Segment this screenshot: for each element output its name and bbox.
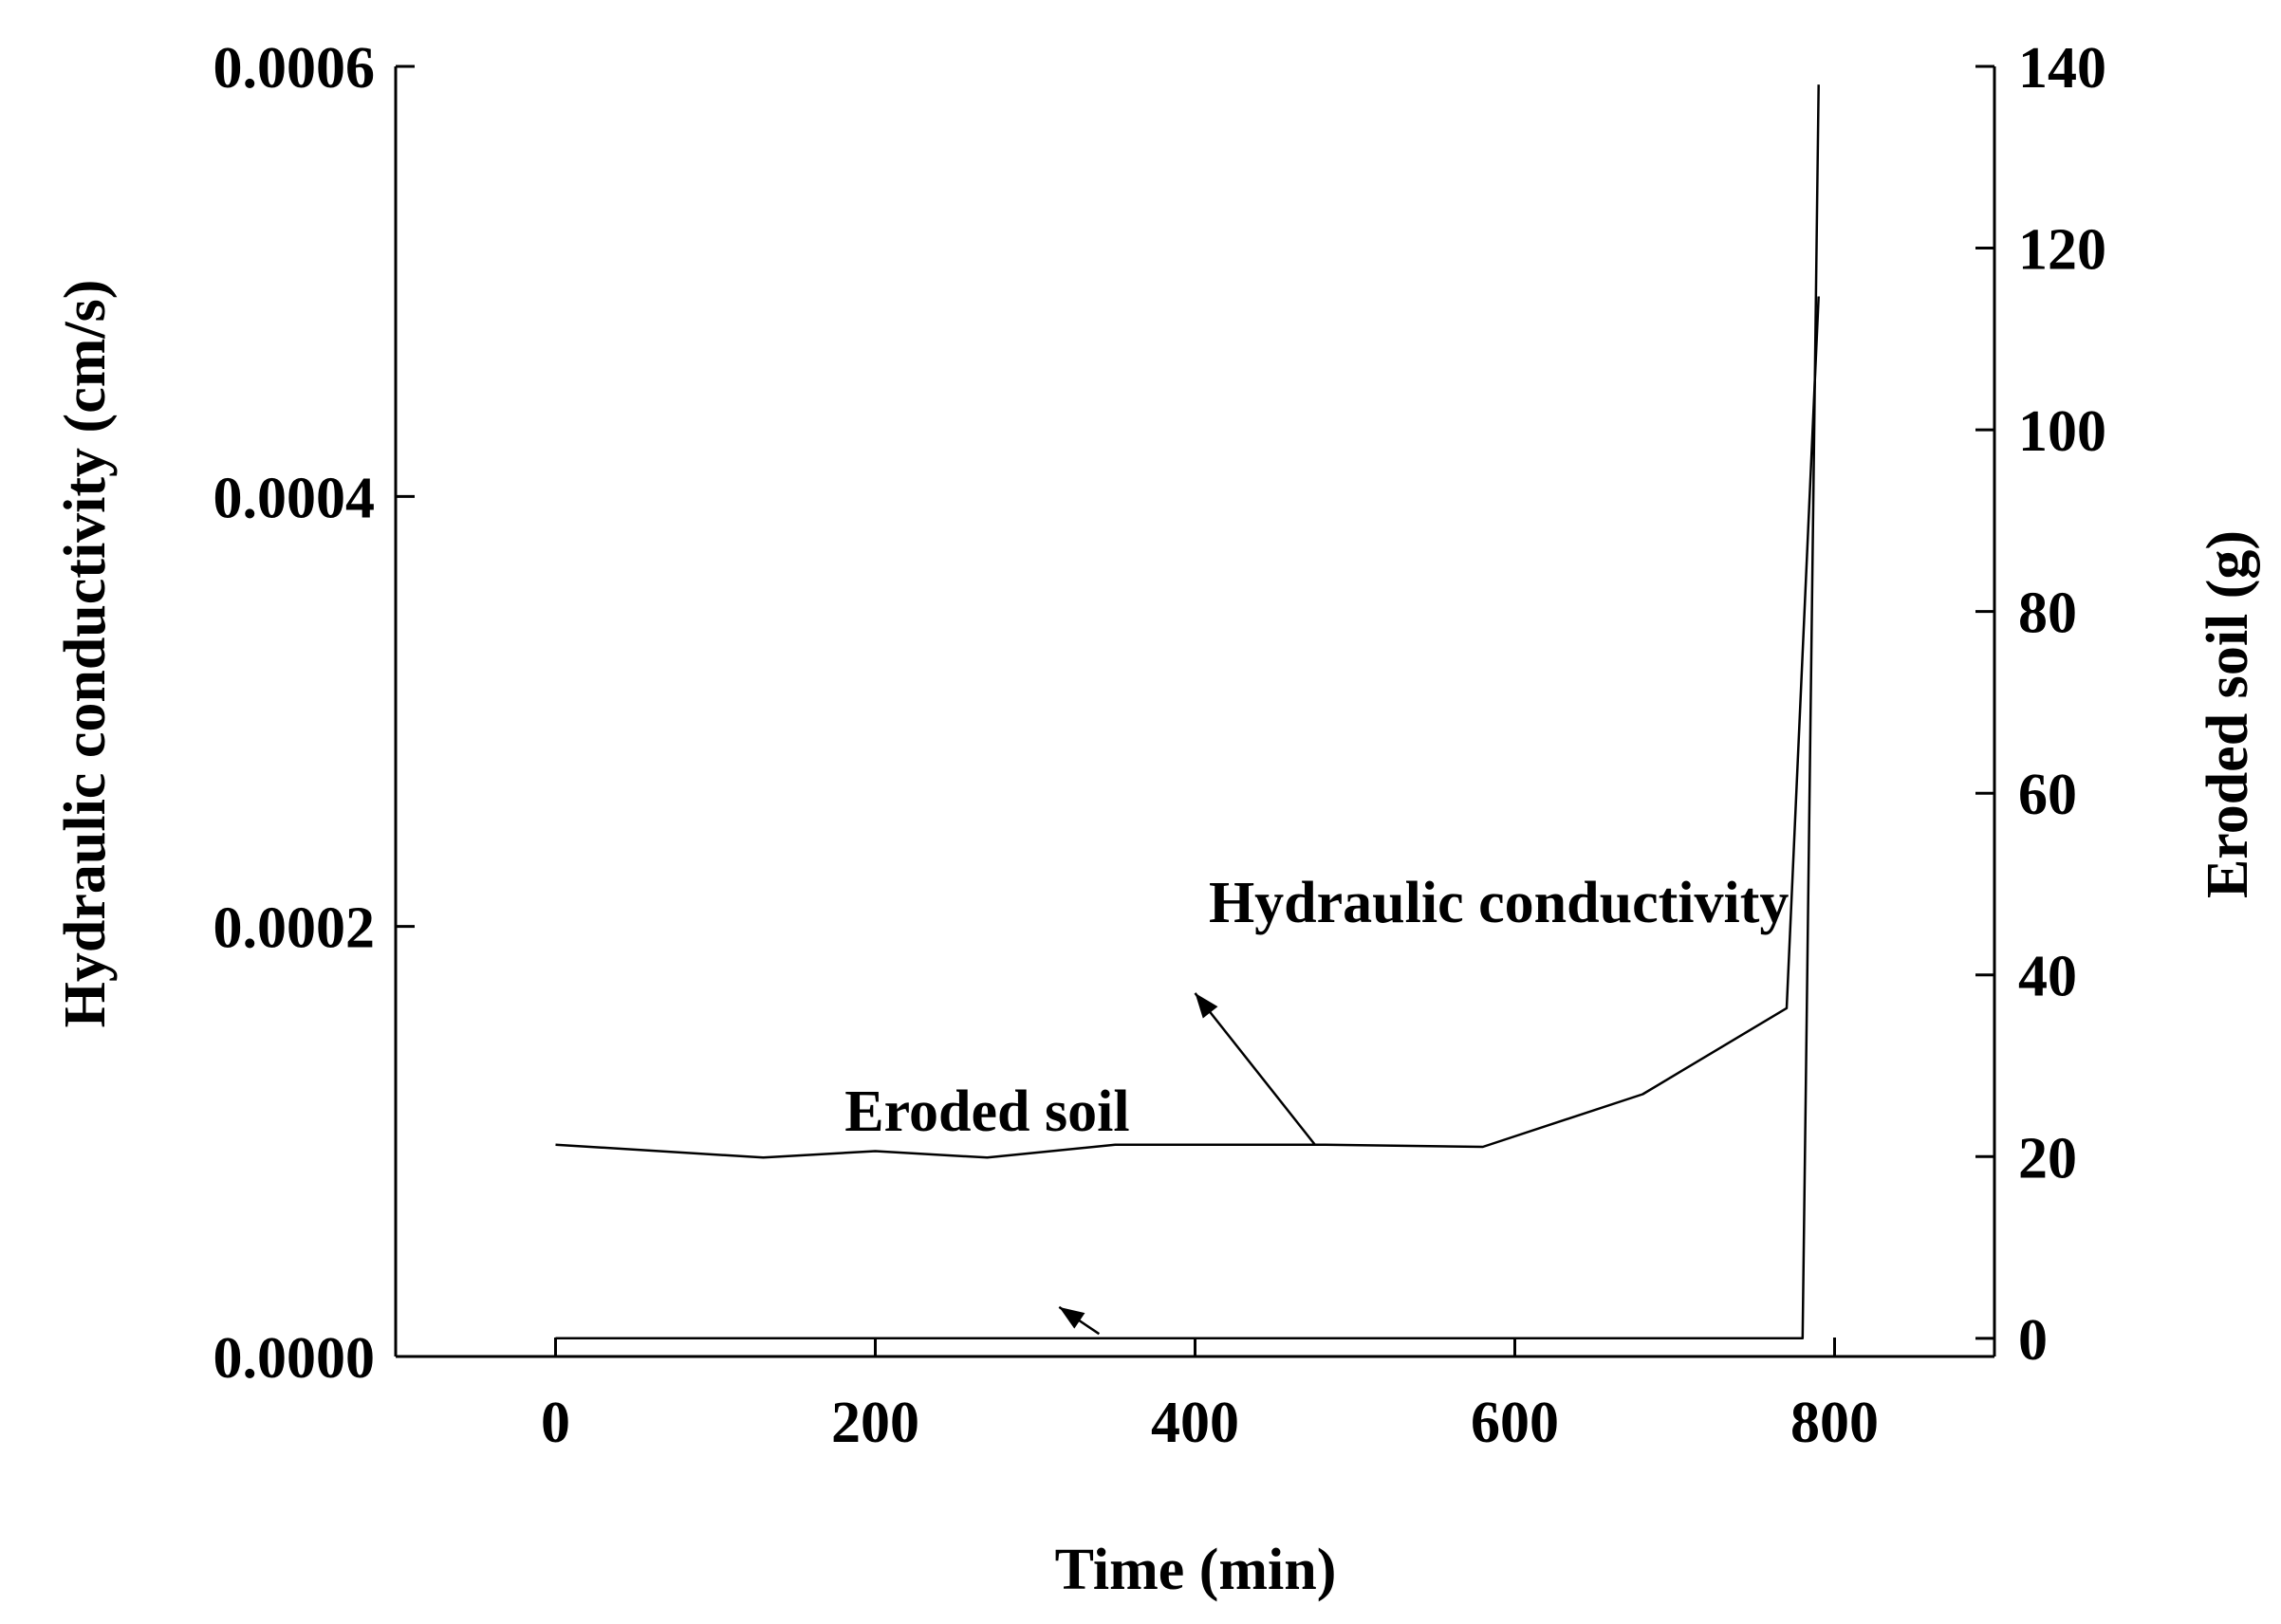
x-tick-label: 800 (1790, 1391, 1879, 1455)
series-line-eroded-soil (555, 84, 1820, 1340)
y-left-tick-label: 0.0002 (213, 896, 376, 961)
y-left-tick-label: 0.0000 (213, 1326, 376, 1391)
y-right-tick-label: 100 (2018, 399, 2106, 464)
annotation-layer: Hydraulic conductivity Eroded soil (844, 871, 1789, 1336)
annotation-arrow-hydraulic-conductivity (1194, 992, 1316, 1146)
x-tick-label: 400 (1151, 1391, 1239, 1455)
x-tick-label: 200 (831, 1391, 919, 1455)
x-axis-title: Time (min) (1055, 1538, 1337, 1602)
annotation-arrowhead-eroded-soil (1059, 1306, 1085, 1329)
y-right-tick-label: 0 (2018, 1308, 2048, 1373)
x-tick-label: 600 (1471, 1391, 1559, 1455)
annotation-label-hydraulic-conductivity: Hydraulic conductivity (1209, 871, 1789, 935)
series-line-hydraulic-conductivity (555, 296, 1820, 1159)
annotation-arrowhead-hydraulic-conductivity (1195, 992, 1218, 1019)
annotation-label-eroded-soil: Eroded soil (844, 1080, 1129, 1144)
x-tick-label: 0 (541, 1391, 570, 1455)
axes-layer: 0 200 400 600 800 0.0000 0.0002 0.0004 0.0006 0 20… (213, 36, 2107, 1455)
y-right-tick-label: 80 (2018, 581, 2077, 646)
y-right-tick-label: 60 (2018, 763, 2077, 827)
y-right-tick-label: 140 (2018, 36, 2106, 101)
y-right-tick-label: 20 (2018, 1126, 2077, 1190)
y-left-tick-label: 0.0004 (213, 466, 376, 530)
y-right-tick-label: 40 (2018, 945, 2077, 1009)
y-right-tick-label: 120 (2018, 218, 2106, 283)
y-axis-left-title: Hydraulic conductivity (cm/s) (53, 280, 118, 1028)
y-axis-right-title: Eroded soil (g) (2196, 530, 2260, 898)
series-layer (555, 84, 1820, 1340)
y-left-tick-label: 0.0006 (213, 36, 376, 101)
